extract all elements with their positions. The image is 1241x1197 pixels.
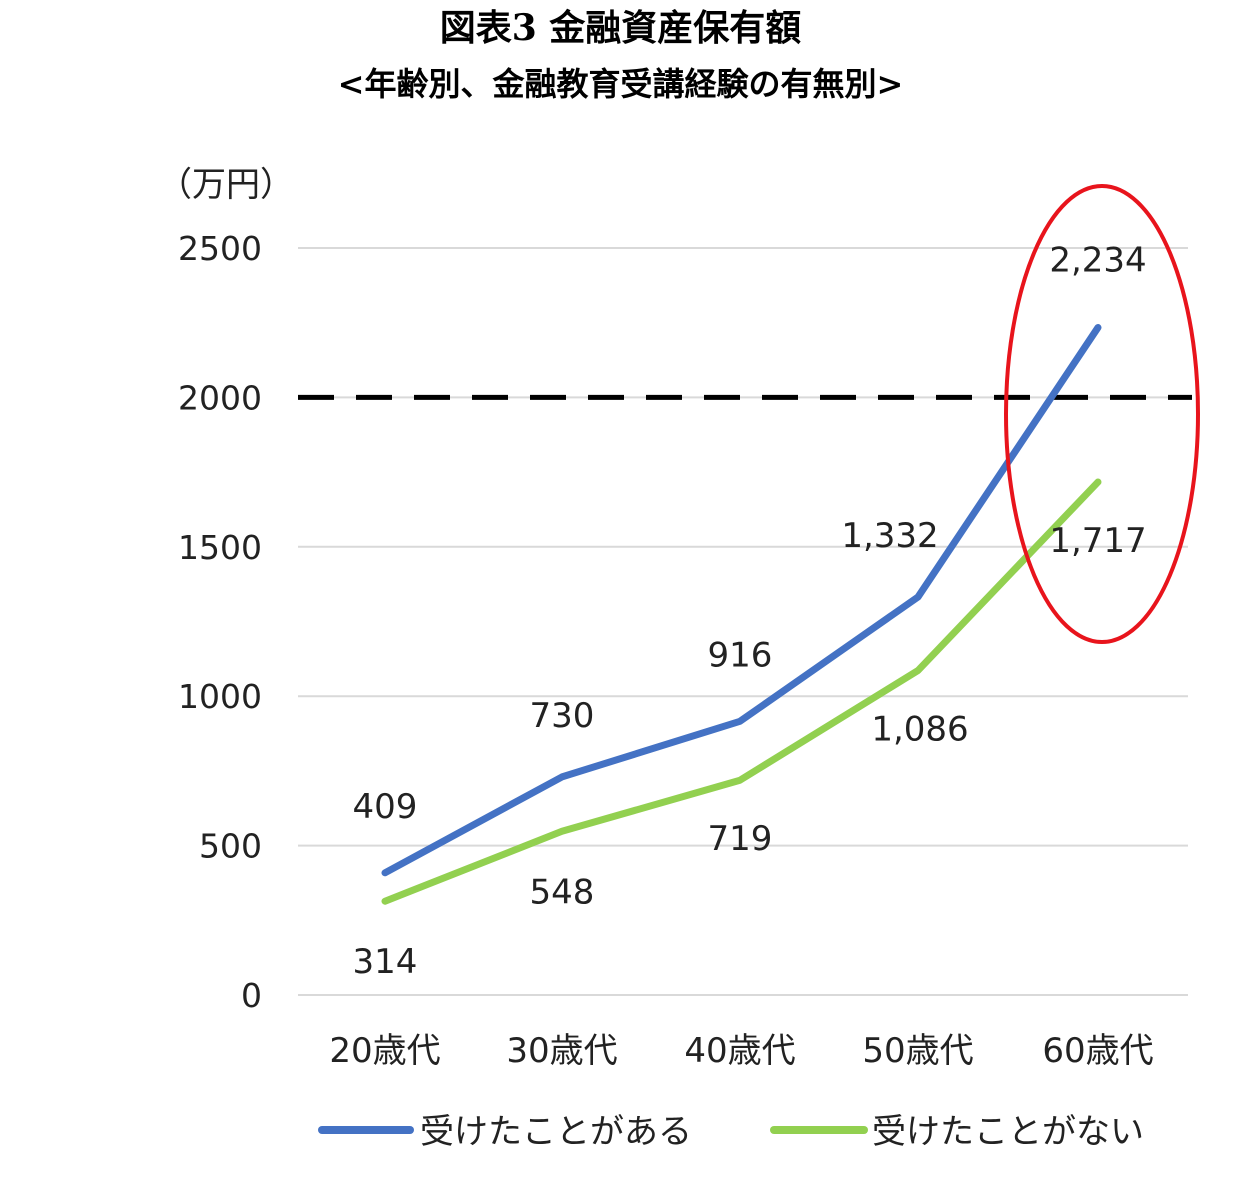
y-tick-label: 2000 <box>178 378 262 417</box>
data-label: 2,234 <box>1049 240 1146 280</box>
data-label: 548 <box>530 872 595 912</box>
series-line-2 <box>381 478 1102 905</box>
y-tick-label: 1500 <box>178 528 262 567</box>
data-label: 916 <box>708 635 773 675</box>
legend-label: 受けたことがある <box>420 1112 692 1152</box>
y-axis: （万円） 0 500 1000 1500 2000 2500 <box>158 165 294 1015</box>
data-label: 314 <box>353 942 418 982</box>
x-tick-label: 50歳代 <box>862 1031 973 1071</box>
x-axis: 20歳代 30歳代 40歳代 50歳代 60歳代 <box>329 1031 1153 1071</box>
y-tick-label: 1000 <box>178 677 262 716</box>
chart-subtitle: <年齢別、金融教育受講経験の有無別> <box>337 65 904 103</box>
highlight-ellipse-60s <box>1004 184 1200 644</box>
y-axis-unit-label: （万円） <box>158 165 294 205</box>
legend-label: 受けたことがない <box>872 1112 1144 1152</box>
legend: 受けたことがある 受けたことがない <box>318 1112 1144 1152</box>
data-labels: 409 730 916 1,332 2,234 314 548 719 1,086 1,717 <box>353 240 1147 982</box>
data-label: 1,717 <box>1049 521 1146 561</box>
data-label: 719 <box>708 819 773 859</box>
x-tick-label: 20歳代 <box>329 1031 440 1071</box>
data-label: 730 <box>530 696 595 736</box>
series-lines <box>381 324 1102 905</box>
y-tick-label: 0 <box>241 976 262 1015</box>
x-tick-label: 40歳代 <box>684 1031 795 1071</box>
data-label: 1,332 <box>841 516 938 556</box>
highlight-ellipse <box>1004 184 1200 644</box>
x-tick-label: 60歳代 <box>1042 1031 1153 1071</box>
data-label: 409 <box>353 787 418 827</box>
series-line-1 <box>381 324 1102 877</box>
y-tick-label: 500 <box>199 827 262 866</box>
y-tick-label: 2500 <box>178 229 262 268</box>
x-tick-label: 30歳代 <box>506 1031 617 1071</box>
chart-title: 図表3 金融資産保有額 <box>439 7 802 49</box>
data-label: 1,086 <box>871 710 968 750</box>
